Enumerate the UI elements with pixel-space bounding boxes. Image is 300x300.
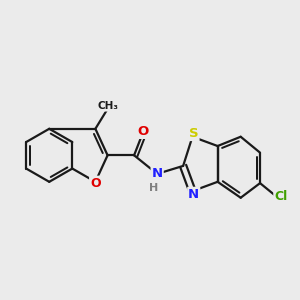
- Text: O: O: [90, 177, 101, 190]
- Text: CH₃: CH₃: [97, 101, 118, 111]
- Text: S: S: [189, 127, 199, 140]
- Text: N: N: [188, 188, 199, 201]
- Text: Cl: Cl: [274, 190, 287, 203]
- Text: H: H: [149, 183, 159, 194]
- Text: O: O: [138, 125, 149, 138]
- Text: N: N: [152, 167, 163, 180]
